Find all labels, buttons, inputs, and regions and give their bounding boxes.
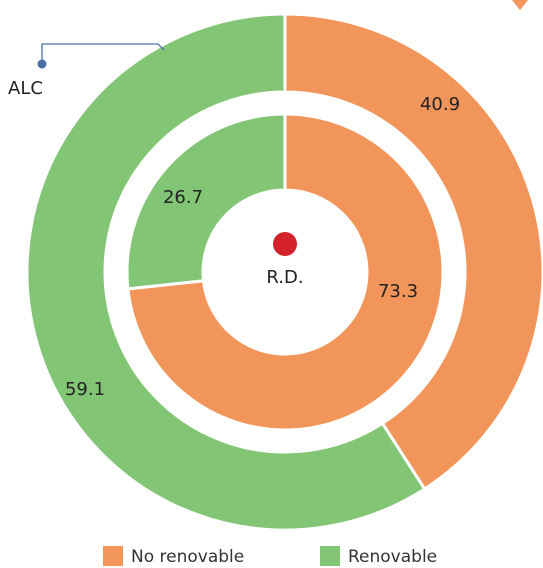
center-dot xyxy=(273,232,297,256)
segment xyxy=(25,12,427,532)
data-label: 59.1 xyxy=(65,379,105,400)
ring-label: R.D. xyxy=(266,267,303,288)
legend-swatch xyxy=(103,546,123,566)
rings xyxy=(25,12,543,532)
data-label: 26.7 xyxy=(163,187,203,208)
legend: No renovable Renovable xyxy=(103,546,437,567)
ring-label: ALC xyxy=(8,78,43,99)
legend-text: Renovable xyxy=(348,547,437,567)
segment xyxy=(126,112,445,432)
callout-dot xyxy=(37,59,47,69)
data-label: 73.3 xyxy=(378,281,418,302)
segment xyxy=(125,112,287,291)
callout-line xyxy=(41,43,165,64)
decoration xyxy=(512,0,528,10)
legend-swatch xyxy=(320,546,340,566)
legend-text: No renovable xyxy=(131,547,244,567)
segment xyxy=(283,12,543,492)
data-label: 40.9 xyxy=(420,94,460,115)
